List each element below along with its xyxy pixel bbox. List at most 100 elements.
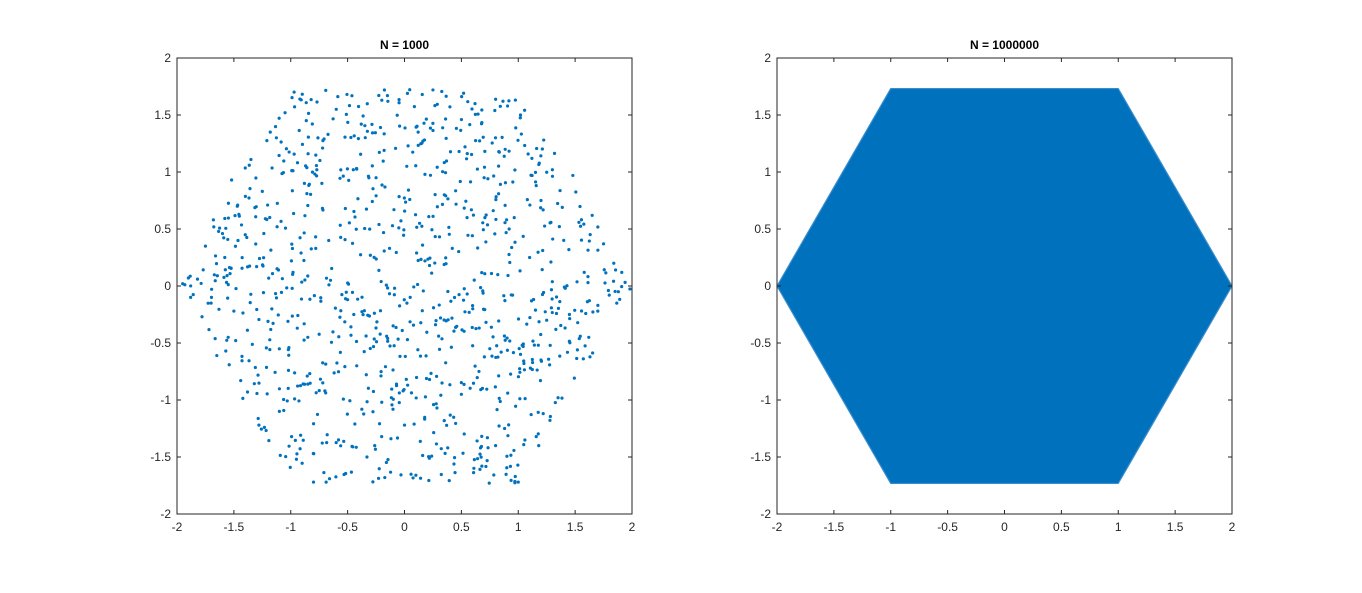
scatter-point-526 — [257, 317, 261, 322]
scatter-point-132 — [379, 279, 383, 284]
scatter-point-463 — [586, 281, 590, 285]
scatter-point-737 — [437, 303, 441, 307]
scatter-point-731 — [264, 365, 269, 370]
scatter-point-991 — [613, 268, 618, 272]
scatter-point-4 — [200, 315, 204, 319]
scatter-point-276 — [376, 476, 381, 480]
scatter-point-20 — [257, 423, 261, 427]
scatter-point-38 — [334, 107, 338, 111]
scatter-point-159 — [287, 353, 291, 357]
scatter-point-215 — [480, 108, 484, 112]
scatter-point-891 — [278, 453, 282, 457]
scatter-point-96 — [607, 293, 611, 297]
scatter-point-722 — [558, 300, 562, 304]
scatter-point-56 — [416, 130, 420, 134]
scatter-point-592 — [513, 479, 517, 484]
scatter-point-511 — [518, 370, 522, 374]
scatter-point-529 — [458, 179, 462, 184]
scatter-point-876 — [530, 367, 534, 372]
scatter-point-309 — [583, 344, 587, 348]
scatter-point-295 — [560, 396, 564, 400]
scatter-point-263 — [549, 260, 553, 264]
scatter-point-792 — [364, 207, 369, 211]
scatter-point-788 — [474, 327, 478, 331]
y-tick-label: -0.5 — [150, 336, 171, 350]
scatter-point-60 — [437, 334, 441, 338]
scatter-point-947 — [442, 160, 446, 165]
scatter-point-621 — [298, 236, 302, 240]
scatter-point-191 — [306, 152, 310, 156]
scatter-point-771 — [212, 225, 216, 229]
scatter-point-564 — [354, 445, 358, 449]
scatter-point-256 — [340, 292, 344, 297]
scatter-point-192 — [507, 99, 511, 103]
scatter-point-13 — [232, 309, 236, 313]
scatter-point-147 — [361, 313, 365, 317]
scatter-point-441 — [481, 307, 486, 311]
scatter-point-196 — [538, 379, 543, 383]
y-tick-label: 2 — [764, 51, 771, 65]
scatter-point-47 — [374, 176, 378, 180]
scatter-point-939 — [292, 90, 296, 94]
scatter-point-753 — [279, 290, 284, 294]
scatter-point-544 — [350, 290, 355, 295]
scatter-point-902 — [484, 240, 488, 244]
scatter-point-264 — [446, 197, 450, 201]
scatter-point-161 — [411, 150, 415, 154]
scatter-point-151 — [469, 208, 473, 212]
scatter-point-266 — [300, 461, 304, 465]
scatter-point-705 — [504, 472, 508, 476]
scatter-point-958 — [452, 295, 457, 300]
scatter-point-408 — [444, 159, 449, 163]
scatter-point-861 — [448, 150, 453, 154]
scatter-point-824 — [464, 199, 468, 203]
scatter-point-404 — [557, 224, 561, 229]
scatter-point-472 — [349, 135, 353, 140]
scatter-point-515 — [257, 381, 261, 385]
scatter-point-368 — [309, 247, 313, 251]
scatter-point-810 — [286, 386, 290, 390]
scatter-point-49 — [385, 94, 390, 98]
scatter-point-682 — [505, 348, 510, 352]
scatter-point-690 — [508, 260, 512, 265]
scatter-point-858 — [324, 391, 328, 395]
scatter-point-189 — [447, 232, 451, 236]
scatter-point-691 — [604, 271, 608, 275]
scatter-point-976 — [596, 225, 600, 229]
scatter-point-200 — [552, 151, 557, 155]
scatter-point-951 — [472, 278, 476, 282]
scatter-point-438 — [413, 213, 418, 217]
scatter-point-465 — [591, 310, 595, 314]
scatter-point-702 — [482, 165, 487, 169]
scatter-point-75 — [507, 227, 511, 231]
scatter-point-149 — [444, 136, 448, 140]
scatter-point-852 — [518, 116, 522, 120]
x-tick-label: -1.5 — [224, 520, 245, 534]
scatter-point-867 — [424, 354, 428, 358]
scatter-point-971 — [461, 451, 465, 455]
scatter-point-341 — [331, 330, 335, 334]
scatter-point-688 — [470, 107, 474, 111]
scatter-point-33 — [311, 480, 316, 484]
scatter-point-403 — [264, 428, 268, 433]
scatter-point-24 — [275, 225, 279, 229]
scatter-point-724 — [315, 412, 320, 417]
scatter-point-278 — [539, 154, 543, 158]
scatter-point-29 — [294, 457, 299, 461]
scatter-plot-n1000000: N = 1000000 -2 -1.5 -1 -0.5 0 0.5 1 1.5 2 2 1.5 1 0.… — [750, 38, 1235, 534]
scatter-point-445 — [268, 338, 272, 342]
scatter-point-864 — [401, 233, 406, 237]
scatter-point-273 — [522, 359, 526, 363]
scatter-point-319 — [387, 292, 392, 296]
scatter-point-941 — [416, 143, 420, 147]
scatter-point-959 — [576, 321, 580, 325]
scatter-point-655 — [367, 176, 371, 180]
scatter-point-686 — [245, 328, 250, 332]
scatter-point-222 — [541, 248, 545, 253]
scatter-point-882 — [327, 477, 332, 481]
scatter-point-908 — [596, 248, 600, 252]
scatter-point-325 — [494, 97, 498, 101]
scatter-point-555 — [315, 100, 319, 104]
x-tick-label: -0.5 — [337, 520, 358, 534]
scatter-point-91 — [582, 270, 586, 274]
